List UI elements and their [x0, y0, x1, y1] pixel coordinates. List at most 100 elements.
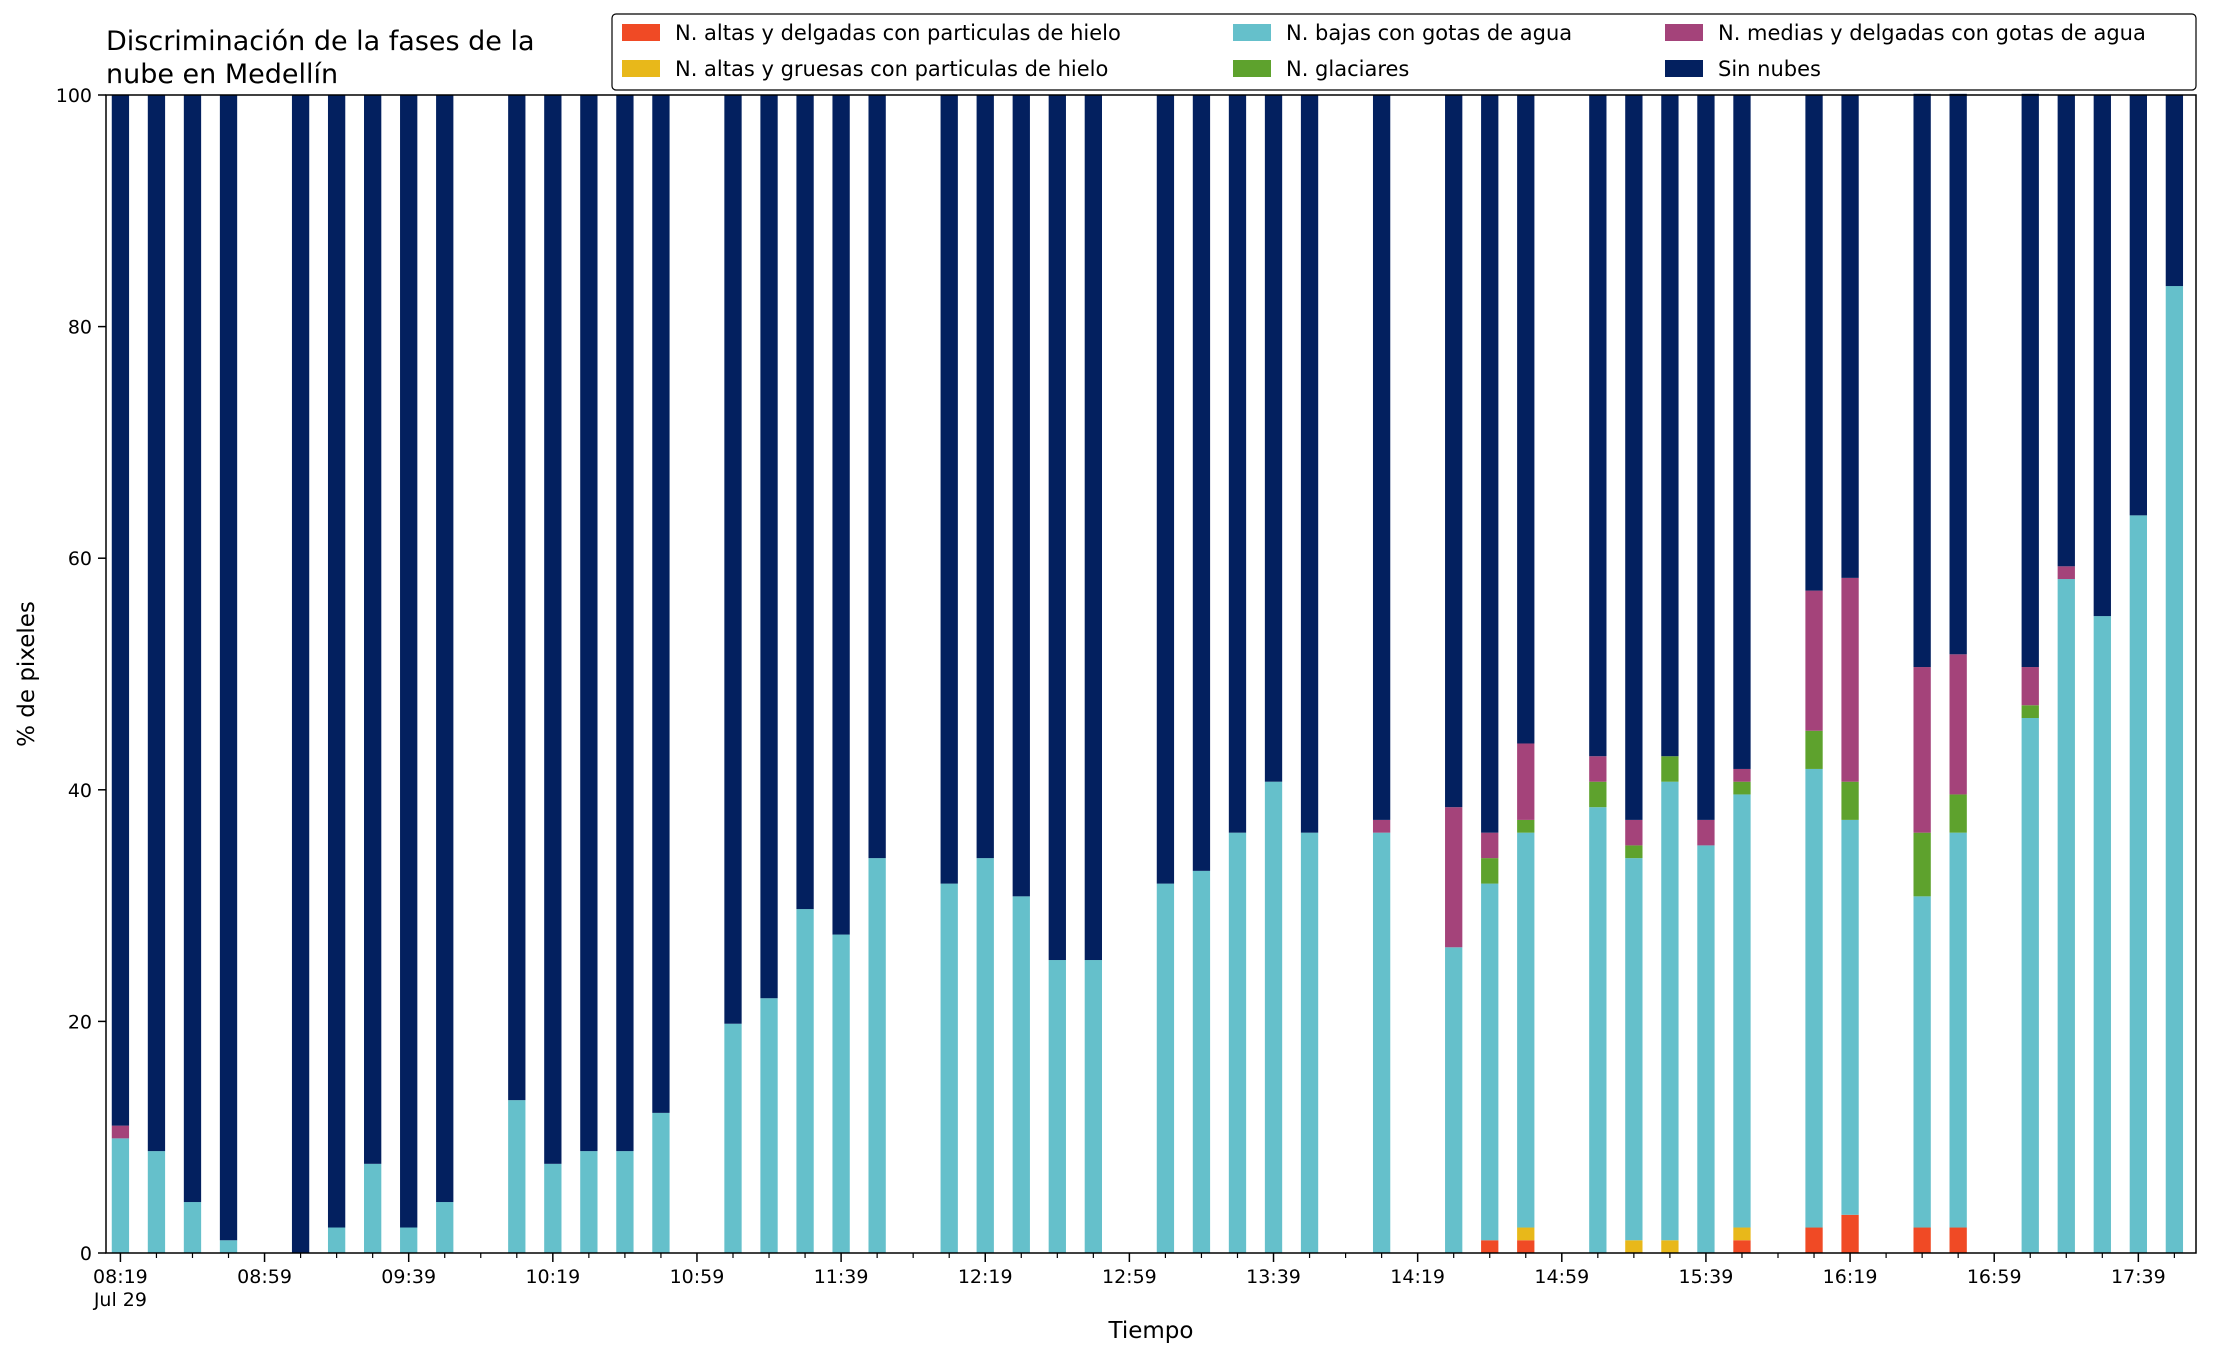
- bar-segment-s4-42: [2021, 667, 2039, 706]
- bar-segment-s2-44: [2093, 616, 2111, 1253]
- bar-segment-s5-35: [1661, 95, 1679, 757]
- bar-segment-s2-13: [652, 1112, 670, 1253]
- bar-segment-s5-0: [111, 95, 130, 1126]
- bar-segment-s2-7: [400, 1227, 418, 1253]
- bar-segment-s5-13: [652, 95, 670, 1113]
- bar-segment-s0-37: [1733, 1240, 1751, 1253]
- legend-swatch-1-1: [1233, 60, 1271, 77]
- bar-segment-s4-32: [1517, 743, 1535, 820]
- y-tick-label-1: 20: [68, 1011, 92, 1033]
- bar-segment-s5-19: [940, 95, 958, 884]
- bar-segment-s3-41: [1949, 794, 1967, 833]
- x-tick-label-2: 09:39: [381, 1266, 436, 1288]
- bar-segment-s4-31: [1481, 832, 1499, 859]
- bar-segment-s5-34: [1625, 95, 1643, 820]
- legend-label-2-0: N. medias y delgadas con gotas de agua: [1718, 21, 2146, 45]
- bar-segment-s5-14: [724, 95, 742, 1024]
- bar-segment-s5-30: [1445, 95, 1463, 808]
- bar-segment-s2-41: [1949, 832, 1967, 1228]
- y-tick-label-2: 40: [68, 780, 92, 802]
- x-axis-label: Tiempo: [1108, 1318, 1194, 1344]
- bar-segment-s5-17: [832, 95, 850, 935]
- x-tick-label-14: 17:39: [2111, 1266, 2166, 1288]
- bar-segment-s2-11: [580, 1151, 598, 1253]
- bar-segment-s2-1: [147, 1151, 166, 1253]
- bar-segment-s5-15: [760, 95, 778, 999]
- bar-segment-s2-6: [364, 1163, 382, 1253]
- bar-segment-s3-40: [1913, 832, 1931, 897]
- x-tick-label-9: 14:19: [1390, 1266, 1445, 1288]
- bar-segment-s2-46: [2165, 286, 2184, 1253]
- bar-segment-s0-38: [1805, 1227, 1823, 1253]
- bar-segment-s5-29: [1372, 95, 1391, 820]
- bar-segment-s5-26: [1228, 95, 1247, 833]
- bar-segment-s2-15: [760, 998, 778, 1253]
- bar-segment-s5-4: [291, 95, 310, 1253]
- bar-segment-s2-16: [796, 909, 814, 1253]
- bar-segment-s2-21: [1012, 896, 1030, 1253]
- bar-segment-s5-10: [544, 95, 562, 1164]
- x-tick-label-11: 15:39: [1679, 1266, 1734, 1288]
- y-tick-label-3: 60: [68, 548, 92, 570]
- bar-segment-s5-36: [1697, 95, 1715, 820]
- bar-segment-s5-33: [1589, 95, 1607, 757]
- bar-segment-s2-3: [219, 1240, 238, 1253]
- bar-segment-s5-45: [2129, 95, 2147, 516]
- bar-segment-s4-29: [1372, 819, 1391, 833]
- bar-segment-s2-33: [1589, 807, 1607, 1253]
- bar-segment-s2-24: [1156, 883, 1175, 1253]
- bar-segment-s0-41: [1949, 1227, 1967, 1253]
- bar-segment-s4-40: [1913, 667, 1931, 833]
- x-tick-label-4: 10:59: [670, 1266, 725, 1288]
- x-tick-label-1: 08:59: [237, 1266, 292, 1288]
- legend-swatch-0-1: [622, 60, 660, 77]
- x-tick-label-6: 12:19: [958, 1266, 1013, 1288]
- bar-segment-s2-45: [2129, 515, 2147, 1253]
- bar-segment-s0-32: [1517, 1240, 1535, 1253]
- bar-segment-s2-27: [1264, 781, 1283, 1253]
- legend-label-0-0: N. altas y delgadas con particulas de hi…: [675, 21, 1121, 45]
- bar-segment-s2-20: [976, 858, 994, 1253]
- bar-segment-s5-22: [1048, 95, 1066, 961]
- bar-segment-s5-39: [1841, 95, 1859, 578]
- bar-segment-s2-14: [724, 1023, 742, 1253]
- bar-segment-s3-38: [1805, 730, 1823, 769]
- bar-segment-s5-23: [1084, 95, 1102, 961]
- bar-segment-s2-36: [1697, 845, 1715, 1253]
- plot-frame: [105, 94, 2197, 1254]
- bar-segment-s5-37: [1733, 95, 1751, 769]
- bar-segment-s2-30: [1445, 947, 1463, 1253]
- chart-title-line-1: Discriminación de la fases de la: [106, 26, 535, 57]
- legend: N. altas y delgadas con particulas de hi…: [611, 13, 2197, 91]
- bar-segment-s5-44: [2093, 95, 2111, 617]
- bar-segment-s2-26: [1228, 832, 1247, 1253]
- bar-segment-s5-41: [1949, 93, 1967, 655]
- legend-frame: [611, 13, 2197, 91]
- bar-segment-s5-38: [1805, 95, 1823, 591]
- bar-segment-s2-29: [1372, 832, 1391, 1253]
- legend-swatch-2-0: [1665, 24, 1703, 41]
- bar-segment-s3-37: [1733, 781, 1751, 795]
- bar-segment-s2-8: [436, 1202, 454, 1253]
- y-tick-label-4: 80: [68, 317, 92, 339]
- bar-segment-s2-5: [327, 1227, 346, 1253]
- bar-segment-s1-32: [1517, 1227, 1535, 1241]
- bar-segment-s3-42: [2021, 705, 2039, 719]
- bar-segment-s5-2: [183, 95, 202, 1203]
- legend-label-1-0: N. bajas con gotas de agua: [1286, 21, 1572, 45]
- bars-layer: [111, 93, 2184, 1253]
- bar-segment-s2-31: [1481, 883, 1499, 1241]
- bar-segment-s5-5: [327, 95, 346, 1228]
- bar-segment-s4-33: [1589, 756, 1607, 782]
- bar-segment-s5-20: [976, 95, 994, 859]
- bar-segment-s2-40: [1913, 896, 1931, 1228]
- bar-segment-s2-10: [544, 1163, 562, 1253]
- bar-segment-s3-32: [1517, 819, 1535, 833]
- x-tick-label-10: 14:59: [1534, 1266, 1589, 1288]
- bar-segment-s2-37: [1733, 794, 1751, 1228]
- bar-segment-s4-39: [1841, 577, 1859, 782]
- bar-segment-s3-31: [1481, 858, 1499, 884]
- bar-segment-s5-21: [1012, 95, 1030, 897]
- bar-segment-s4-43: [2057, 566, 2075, 580]
